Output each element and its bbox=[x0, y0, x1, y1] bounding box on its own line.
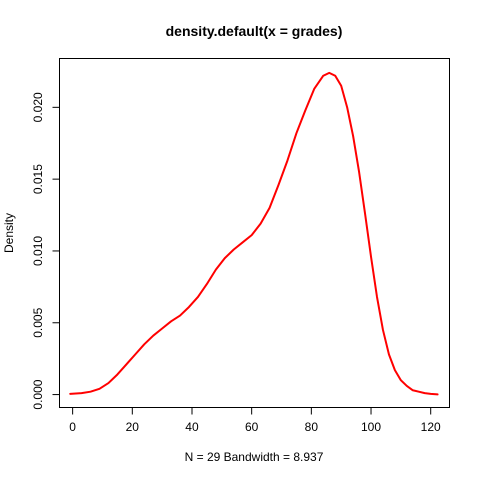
y-tick-label: 0.000 bbox=[31, 379, 45, 409]
y-axis: 0.000 0.005 0.010 0.015 0.020 bbox=[31, 92, 60, 410]
x-axis-label: N = 29 Bandwidth = 8.937 bbox=[185, 450, 324, 464]
x-tick-label: 60 bbox=[245, 420, 259, 434]
x-tick-label: 100 bbox=[361, 420, 381, 434]
x-tick-label: 20 bbox=[126, 420, 140, 434]
x-tick-label: 0 bbox=[69, 420, 76, 434]
y-tick-label: 0.020 bbox=[31, 92, 45, 122]
density-curve bbox=[69, 71, 439, 396]
chart-title: density.default(x = grades) bbox=[166, 23, 343, 39]
x-axis: 0 20 40 60 80 100 120 bbox=[69, 407, 441, 434]
x-tick-label: 80 bbox=[305, 420, 319, 434]
y-tick-label: 0.010 bbox=[31, 236, 45, 266]
x-tick-label: 40 bbox=[185, 420, 199, 434]
y-tick-label: 0.015 bbox=[31, 164, 45, 194]
y-tick-label: 0.005 bbox=[31, 307, 45, 337]
y-axis-label: Density bbox=[2, 213, 16, 253]
x-tick-label: 120 bbox=[421, 420, 441, 434]
